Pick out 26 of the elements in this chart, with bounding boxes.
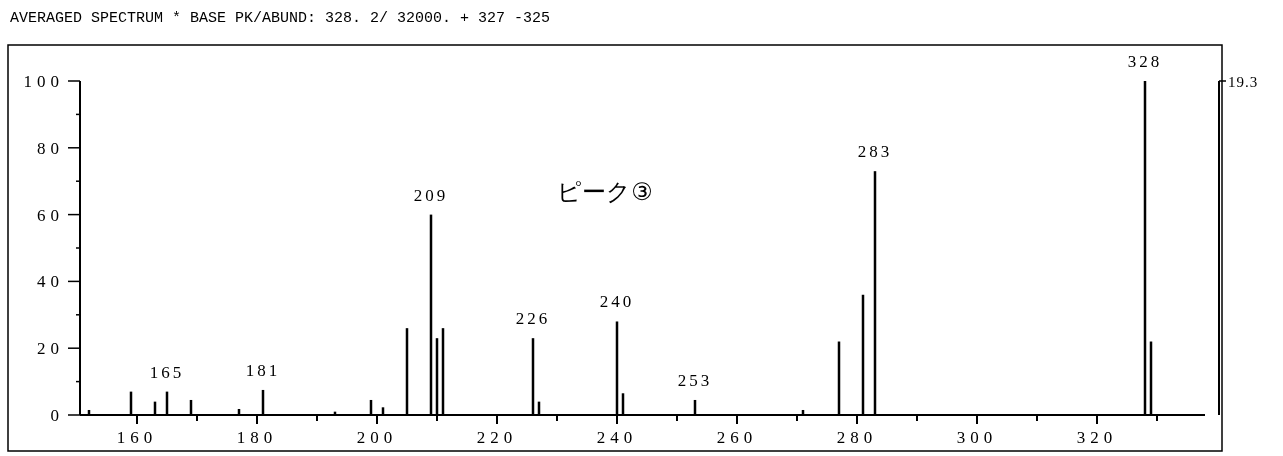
annotation: 283: [857, 142, 893, 162]
annotation: 240: [599, 292, 635, 312]
text: 19.3: [1228, 74, 1259, 90]
x-tick-label: 200: [356, 428, 398, 447]
annotation: 226: [515, 309, 551, 329]
x-tick-label: 300: [956, 428, 998, 447]
y-tick-label: 80: [37, 138, 64, 158]
x-tick-label: 260: [716, 428, 758, 447]
x-tick-label: 160: [116, 428, 158, 447]
x-tick-label: 280: [836, 428, 878, 447]
x-tick-label: 180: [236, 428, 278, 447]
y-tick-label: 40: [37, 272, 64, 292]
y-tick-label: 0: [50, 406, 64, 425]
annotation: 165: [149, 362, 185, 382]
y-tick-label: 100: [23, 72, 64, 91]
annotation: 328: [1127, 52, 1163, 71]
x-tick-label: 240: [596, 428, 638, 447]
x-tick-label: 320: [1076, 428, 1118, 447]
chart-title: AVERAGED SPECTRUM * BASE PK/ABUND: 328. 2/ 32000. + 327 -325: [10, 10, 551, 27]
x-tick-label: 220: [476, 428, 518, 447]
annotation: 209: [413, 185, 449, 205]
annotation: 181: [245, 360, 281, 380]
annotation: ピーク③: [557, 178, 653, 206]
y-tick-label: 20: [37, 339, 64, 359]
annotation: 253: [677, 370, 713, 390]
y-tick-label: 60: [37, 205, 64, 225]
